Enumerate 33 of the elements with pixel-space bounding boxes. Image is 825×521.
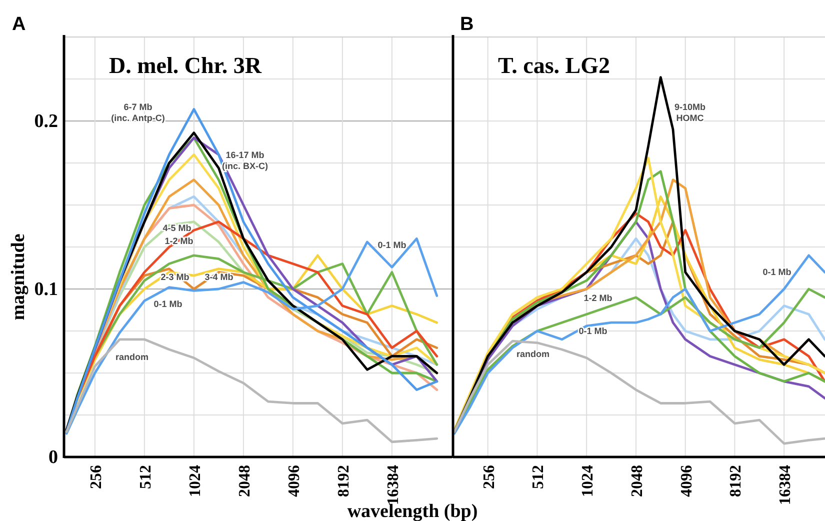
y-tick-label: 0.2 <box>34 111 58 132</box>
annotation: 0-1 Mb <box>378 240 407 250</box>
x-tick-label: 512 <box>530 465 548 489</box>
x-tick-label: 8192 <box>728 465 745 497</box>
y-tick-label: 0.1 <box>34 279 58 300</box>
annotation: 4-5 Mb <box>162 223 192 233</box>
y-axis-title: magnitude <box>8 234 29 320</box>
text: A <box>12 14 26 35</box>
x-tick-label: 8192 <box>335 465 352 497</box>
x-tick-label: 2048 <box>628 465 646 497</box>
x-tick-label: 2048 <box>236 465 254 497</box>
annotation: random <box>516 349 550 359</box>
x-tick-label: 16384 <box>777 465 794 505</box>
annotation: 0-1 Mb <box>762 267 792 277</box>
y-tick-label: 0 <box>48 447 58 468</box>
annotation: random <box>115 352 149 362</box>
annotation: 0-1 Mb <box>154 299 183 309</box>
annotation: 1-2 Mb <box>584 293 613 303</box>
text: T. cas. LG2 <box>498 53 610 78</box>
text: D. mel. Chr. 3R <box>109 53 262 78</box>
text: B <box>460 14 474 35</box>
x-tick-label: 16384 <box>384 465 402 505</box>
x-tick-label: 1024 <box>186 465 204 497</box>
x-tick-label: 1024 <box>580 465 597 497</box>
x-tick-label: 512 <box>137 465 154 489</box>
x-tick-label: 256 <box>480 465 498 489</box>
x-tick-label: 4096 <box>286 465 303 497</box>
annotation: 9-10Mb HOMC <box>674 102 706 123</box>
x-tick-label: 4096 <box>678 465 696 497</box>
annotation: 6-7 Mb (inc. Antp-C) <box>111 102 165 123</box>
annotation: 1-2 Mb <box>164 236 194 246</box>
x-tick-label: 256 <box>88 465 105 489</box>
annotation: 0-1 Mb <box>578 326 608 336</box>
